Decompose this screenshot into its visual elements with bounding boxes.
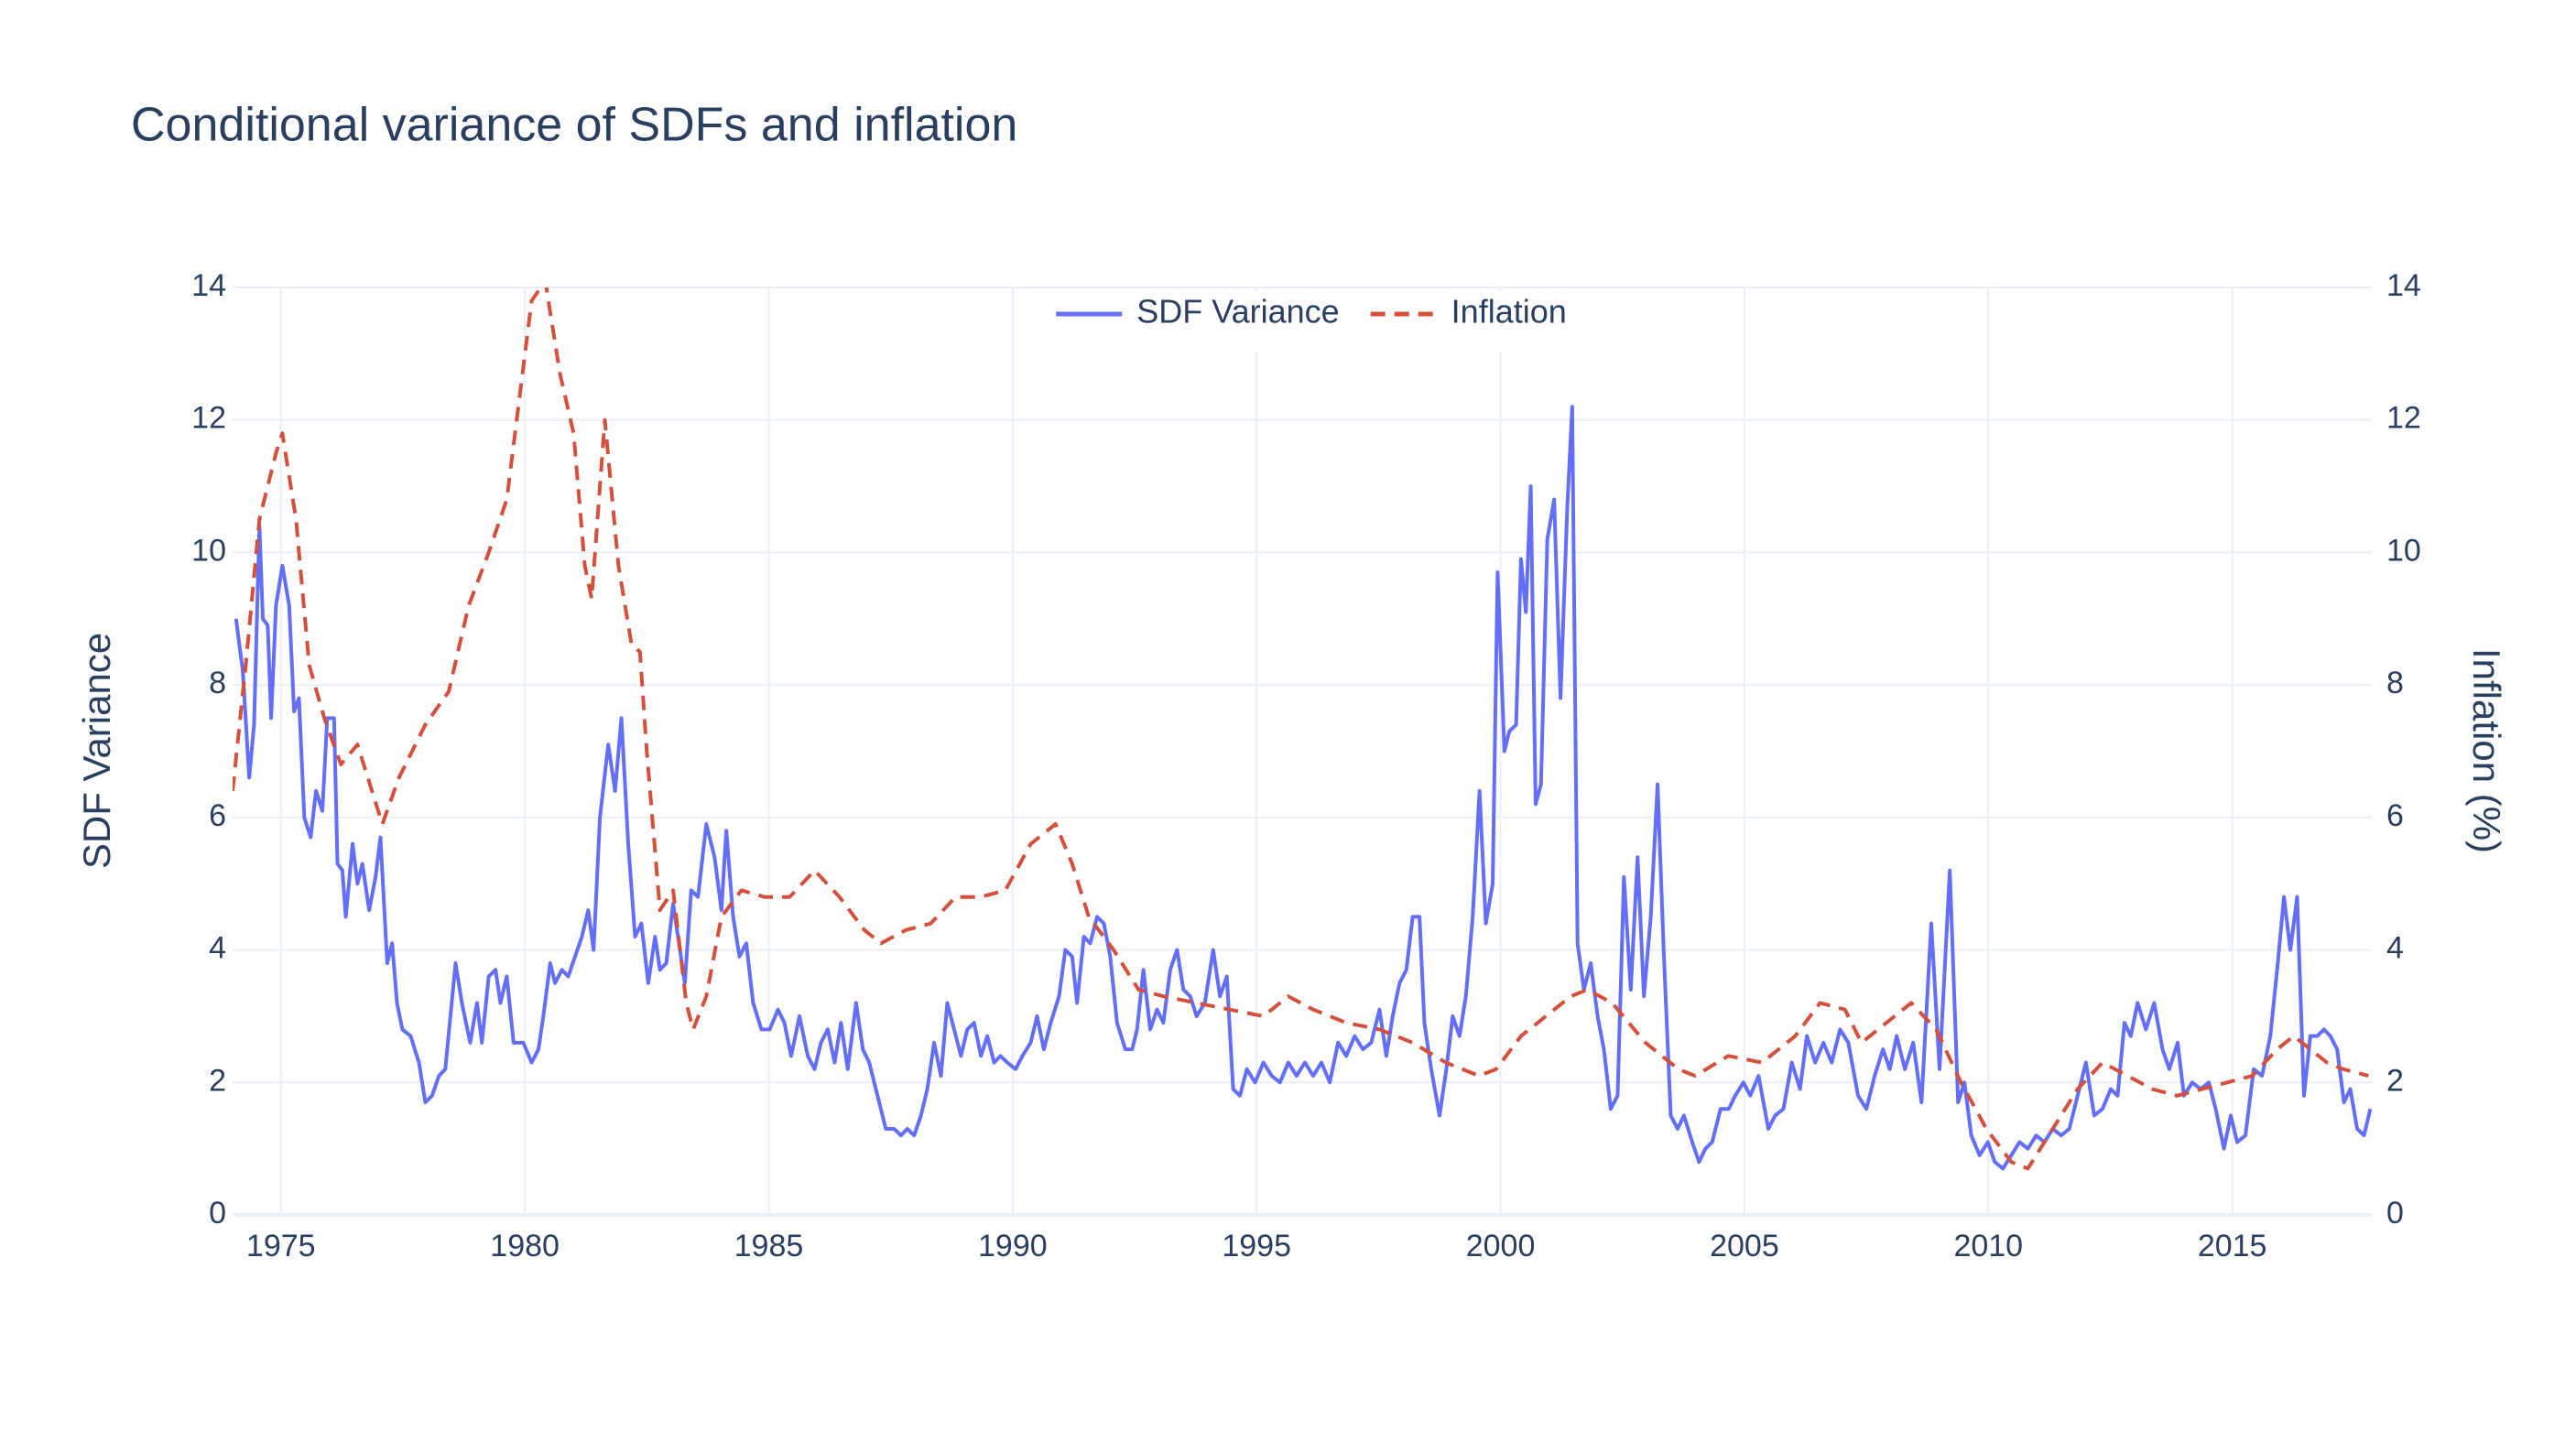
x-tick-label: 1990 [978,1229,1048,1263]
legend: SDF Variance Inflation [1043,291,1580,352]
y-tick-label: 8 [209,666,226,700]
y-tick-label: 4 [209,931,226,966]
y-tick-label: 0 [209,1196,226,1230]
y2-tick-label: 6 [2386,798,2404,833]
series-line [233,287,2369,1171]
grid [233,287,2372,1217]
x-tick-label: 2010 [1953,1229,2023,1263]
series-line [234,405,2372,1171]
y-tick-label: 6 [209,798,226,833]
x-tick-label: 1980 [490,1229,560,1263]
y2-tick-label: 14 [2386,268,2421,303]
legend-background [1043,291,1580,352]
legend-label: Inflation [1451,293,1567,331]
plot-area [233,287,2372,1171]
y-tick-label: 14 [191,268,226,303]
y2-tick-label: 0 [2386,1196,2404,1230]
x-tick-label: 1995 [1222,1229,1291,1263]
y2-tick-label: 12 [2386,401,2421,436]
x-tick-label: 1985 [734,1229,804,1263]
legend-item: SDF Variance [1056,293,1340,331]
tick-labels: 1975 1980 1985 1990 1995 2000 2005 2010 20150246… [191,268,2421,1263]
x-tick-label: 2005 [1710,1229,1779,1263]
chart-title: Conditional variance of SDFs and inflati… [131,99,1017,152]
y-tick-label: 12 [191,401,226,436]
y-tick-label: 10 [191,533,226,568]
y2-tick-label: 4 [2386,931,2404,966]
x-tick-label: 1975 [246,1229,316,1263]
y2-tick-label: 10 [2386,533,2421,568]
legend-item: Inflation [1370,293,1567,331]
y2-tick-label: 8 [2386,666,2404,700]
x-tick-label: 2015 [2198,1229,2267,1263]
x-tick-label: 2000 [1466,1229,1536,1263]
y2-axis-title: Inflation (%) [2465,648,2508,853]
legend-label: SDF Variance [1136,293,1339,331]
y-tick-label: 2 [209,1063,226,1098]
y-axis-title: SDF Variance [75,633,118,869]
y2-tick-label: 2 [2386,1063,2404,1098]
